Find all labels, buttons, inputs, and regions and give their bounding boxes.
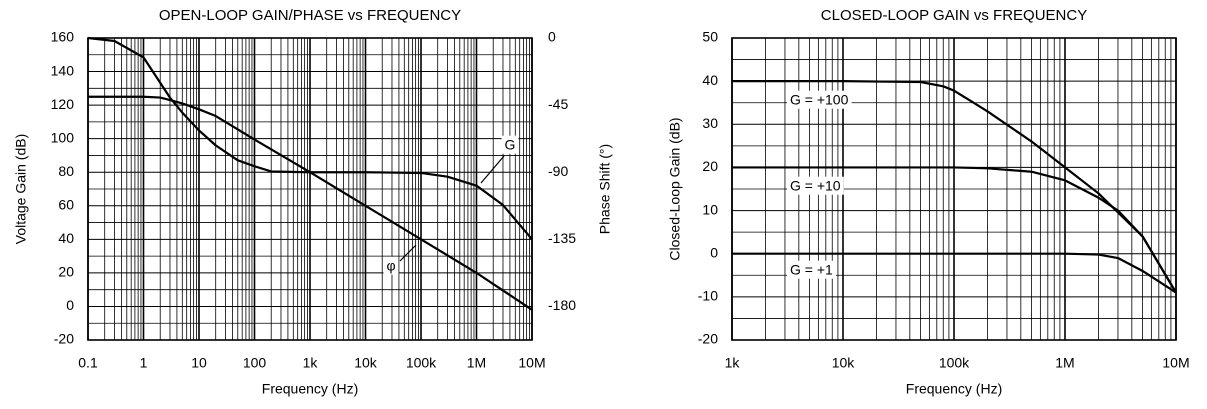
x-tick-label: 10M (518, 355, 545, 371)
series-label: G = +1 (790, 262, 833, 278)
y-tick-label: 120 (51, 96, 75, 112)
x-tick-label: 10k (832, 355, 856, 371)
y2-tick-label: 0 (548, 29, 556, 45)
y2-tick-label: -90 (548, 163, 568, 179)
y-tick-label: 160 (51, 29, 75, 45)
plot-frame (87, 37, 533, 341)
x-tick-label: 1M (467, 355, 486, 371)
chart-title: OPEN-LOOP GAIN/PHASE vs FREQUENCY (159, 7, 461, 24)
y-tick-label: -20 (698, 331, 718, 347)
series-line (732, 80, 1177, 294)
plot (87, 37, 533, 341)
y-tick-label: 20 (702, 158, 718, 174)
x-axis-label: Frequency (Hz) (906, 381, 1002, 397)
series-label-bg (787, 176, 844, 195)
series-label: G (505, 137, 516, 153)
series-line (88, 95, 533, 311)
x-tick-label: 10 (191, 355, 207, 371)
y-tick-label: 140 (51, 62, 75, 78)
y-tick-label: 10 (702, 201, 718, 217)
y-tick-label: 100 (51, 129, 75, 145)
series-label-bg (787, 90, 852, 109)
x-tick-label: 0.1 (78, 355, 98, 371)
y-tick-label: 60 (58, 196, 74, 212)
x-tick-label: 1M (1055, 355, 1074, 371)
annotation-arrow (480, 155, 505, 184)
x-tick-label: 1k (725, 355, 741, 371)
x-axis-label: Frequency (Hz) (262, 381, 358, 397)
y-axis-label: Closed-Loop Gain (dB) (667, 117, 683, 260)
y-tick-label: 80 (58, 163, 74, 179)
series-label: φ (386, 258, 395, 274)
y2-tick-label: -45 (548, 96, 568, 112)
annotation-arrow (399, 244, 417, 262)
y-tick-label: 0 (66, 297, 74, 313)
x-tick-label: 10k (354, 355, 378, 371)
series-line (732, 166, 1177, 294)
y-tick-label: 30 (702, 115, 718, 131)
y-tick-label: 0 (710, 244, 718, 260)
series-line (87, 36, 533, 241)
x-tick-label: 1 (140, 355, 148, 371)
y2-tick-label: -135 (548, 230, 576, 246)
chart-title: CLOSED-LOOP GAIN vs FREQUENCY (821, 7, 1087, 24)
y-tick-label: 40 (58, 230, 74, 246)
y-tick-label: 40 (702, 72, 718, 88)
y-tick-label: -20 (54, 331, 74, 347)
plot-frame (731, 37, 1177, 341)
y-tick-label: 20 (58, 264, 74, 280)
x-tick-label: 10M (1162, 355, 1189, 371)
y-tick-label: -10 (698, 288, 718, 304)
series-label-bg (383, 256, 399, 275)
x-tick-label: 100 (243, 355, 267, 371)
y-axis-label: Voltage Gain (dB) (13, 134, 29, 245)
y2-tick-label: -180 (548, 297, 576, 313)
series-label-bg (501, 135, 519, 154)
series-label-bg (787, 260, 837, 279)
series-line (732, 252, 1177, 294)
y-tick-label: 50 (702, 29, 718, 45)
x-tick-label: 100k (939, 355, 970, 371)
y2-axis-label: Phase Shift (°) (597, 144, 613, 234)
x-tick-label: 1k (303, 355, 319, 371)
x-tick-label: 100k (406, 355, 437, 371)
series-label: G = +10 (790, 178, 841, 194)
series-label: G = +100 (790, 92, 849, 108)
